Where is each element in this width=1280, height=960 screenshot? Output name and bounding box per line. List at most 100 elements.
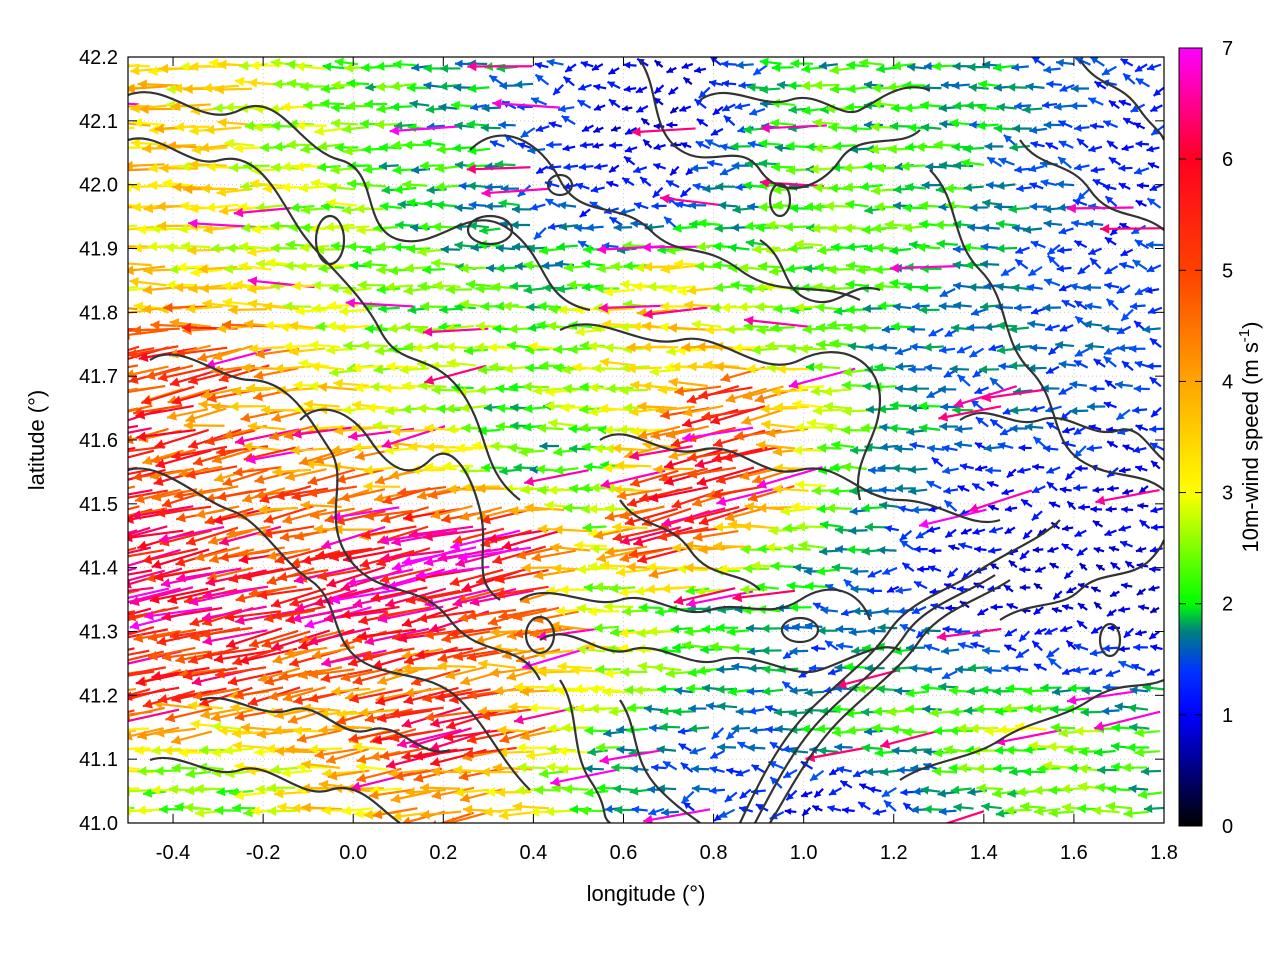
wind-arrow bbox=[296, 729, 342, 744]
wind-arrow bbox=[670, 624, 693, 634]
wind-arrow bbox=[1076, 547, 1088, 557]
wind-arrow bbox=[271, 605, 326, 621]
wind-arrow bbox=[1026, 283, 1043, 292]
wind-arrow bbox=[390, 102, 413, 112]
wind-arrow bbox=[981, 223, 1000, 233]
wind-arrow bbox=[1076, 188, 1091, 201]
wind-arrow bbox=[445, 665, 486, 680]
wind-arrow bbox=[1058, 140, 1074, 149]
wind-arrow bbox=[534, 73, 550, 86]
wind-arrow bbox=[721, 79, 737, 88]
wind-arrow bbox=[319, 709, 357, 719]
wind-arrow bbox=[811, 804, 823, 812]
wind-arrow bbox=[512, 606, 560, 622]
wind-arrow bbox=[943, 486, 959, 495]
wind-arrow bbox=[1029, 405, 1045, 413]
wind-arrow bbox=[867, 626, 886, 636]
wind-arrow bbox=[267, 806, 297, 817]
wind-arrow bbox=[257, 667, 301, 683]
wind-arrow bbox=[817, 746, 839, 756]
wind-arrow bbox=[881, 786, 897, 798]
wind-arrow bbox=[1071, 219, 1088, 228]
wind-arrow bbox=[188, 646, 240, 665]
wind-arrow bbox=[809, 769, 825, 782]
wind-arrow bbox=[608, 98, 621, 109]
wind-arrow bbox=[926, 480, 942, 490]
wind-arrow bbox=[1135, 140, 1150, 148]
wind-arrow bbox=[682, 76, 693, 86]
wind-arrow bbox=[200, 626, 253, 639]
wind-arrow bbox=[128, 587, 170, 599]
wind-arrow bbox=[1147, 162, 1160, 169]
wind-arrow bbox=[880, 728, 943, 749]
wind-arrow bbox=[390, 426, 428, 437]
wind-arrow bbox=[498, 810, 535, 821]
x-tick-label: 0.8 bbox=[700, 842, 728, 864]
wind-arrow bbox=[610, 125, 622, 132]
wind-arrow bbox=[656, 784, 677, 793]
wind-arrow bbox=[401, 605, 459, 628]
wind-arrow bbox=[857, 801, 871, 811]
colorbar-tick-label: 1 bbox=[1222, 705, 1233, 727]
wind-arrow bbox=[966, 323, 985, 332]
wind-arrow bbox=[786, 581, 809, 591]
wind-arrow bbox=[835, 624, 854, 634]
wind-arrow bbox=[1028, 164, 1045, 173]
wind-arrow bbox=[452, 587, 517, 608]
wind-arrow bbox=[1110, 561, 1121, 571]
wind-arrow bbox=[128, 787, 140, 791]
wind-arrow bbox=[911, 505, 929, 514]
wind-arrow bbox=[1133, 320, 1146, 331]
wind-arrow bbox=[1016, 184, 1032, 193]
wind-arrow bbox=[390, 706, 444, 719]
wind-arrow bbox=[321, 649, 387, 668]
wind-arrow bbox=[900, 788, 916, 797]
wind-arrow bbox=[154, 765, 180, 776]
wind-arrow bbox=[499, 726, 546, 744]
wind-arrow bbox=[1014, 258, 1029, 270]
wind-arrow bbox=[159, 804, 183, 815]
wind-arrow bbox=[301, 802, 343, 813]
wind-arrow bbox=[1135, 546, 1147, 553]
y-tick-label: 41.8 bbox=[79, 302, 118, 324]
wind-arrow bbox=[953, 803, 974, 812]
wind-arrow bbox=[1108, 156, 1122, 166]
wind-arrow bbox=[1093, 710, 1161, 731]
wind-arrow bbox=[1060, 625, 1073, 633]
wind-arrow bbox=[638, 602, 662, 613]
wind-arrow bbox=[835, 642, 853, 651]
wind-arrow bbox=[176, 567, 242, 583]
wind-arrow bbox=[483, 806, 519, 817]
wind-arrow bbox=[718, 201, 738, 210]
wind-arrow bbox=[1105, 801, 1133, 812]
wind-arrow bbox=[1149, 425, 1164, 433]
wind-arrow bbox=[1049, 562, 1060, 570]
wind-arrow bbox=[431, 221, 457, 232]
wind-arrow bbox=[960, 528, 972, 535]
wind-arrow bbox=[789, 686, 809, 695]
wind-arrow bbox=[748, 706, 765, 715]
wind-arrow bbox=[909, 441, 925, 450]
wind-arrow bbox=[761, 419, 798, 430]
wind-arrow bbox=[706, 159, 723, 168]
wind-arrow bbox=[883, 799, 897, 812]
wind-arrow bbox=[986, 480, 999, 488]
x-tick-label: 1.6 bbox=[1060, 842, 1088, 864]
wind-arrow bbox=[284, 646, 328, 658]
wind-arrow bbox=[608, 164, 620, 174]
wind-arrow bbox=[495, 585, 549, 599]
wind-arrow bbox=[1012, 124, 1032, 133]
wind-arrow bbox=[128, 607, 152, 616]
wind-arrow bbox=[362, 647, 415, 661]
wind-arrow bbox=[742, 125, 765, 135]
wind-arrow bbox=[651, 763, 667, 772]
wind-arrow bbox=[1044, 324, 1060, 332]
wind-arrow bbox=[689, 746, 707, 755]
wind-arrow bbox=[1025, 82, 1045, 92]
wind-arrow bbox=[200, 707, 242, 720]
wind-arrow bbox=[538, 768, 565, 779]
wind-arrow bbox=[1118, 99, 1132, 107]
wind-arrow bbox=[530, 97, 548, 106]
wind-arrow bbox=[905, 688, 929, 698]
wind-arrow bbox=[709, 786, 726, 795]
